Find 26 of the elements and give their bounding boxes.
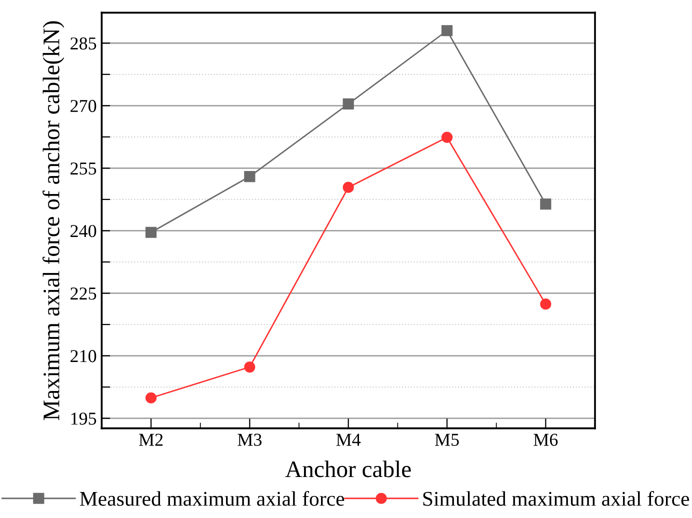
point — [540, 298, 552, 310]
point — [441, 25, 453, 36]
x-axis-title: Anchor cable — [285, 460, 411, 478]
legend-label: Measured maximum axial force — [80, 490, 344, 506]
legend-label: Simulated maximum axial force — [423, 490, 690, 506]
y-tick-label: 225 — [70, 288, 96, 300]
y-axis-title: Maximum axial force of anchor cable(kN) — [42, 21, 64, 420]
y-tick-label: 240 — [70, 224, 96, 238]
x-tick-label: M5 — [434, 434, 459, 446]
point — [441, 132, 453, 143]
point — [145, 392, 157, 404]
y-tick-label: 255 — [70, 162, 96, 175]
y-tick-label: 270 — [70, 100, 96, 112]
x-tick-label: M3 — [238, 434, 262, 446]
x-tick-label: M4 — [336, 434, 361, 446]
y-tick-label: 285 — [70, 37, 96, 50]
x-tick-label: M6 — [534, 434, 558, 446]
point — [145, 226, 157, 238]
point — [244, 170, 256, 182]
point — [244, 361, 256, 373]
y-tick-label: 210 — [70, 350, 96, 362]
x-tick-label: M2 — [139, 434, 163, 446]
y-tick-label: 195 — [71, 412, 96, 425]
point — [342, 182, 354, 193]
point — [540, 198, 552, 210]
point — [342, 98, 354, 110]
